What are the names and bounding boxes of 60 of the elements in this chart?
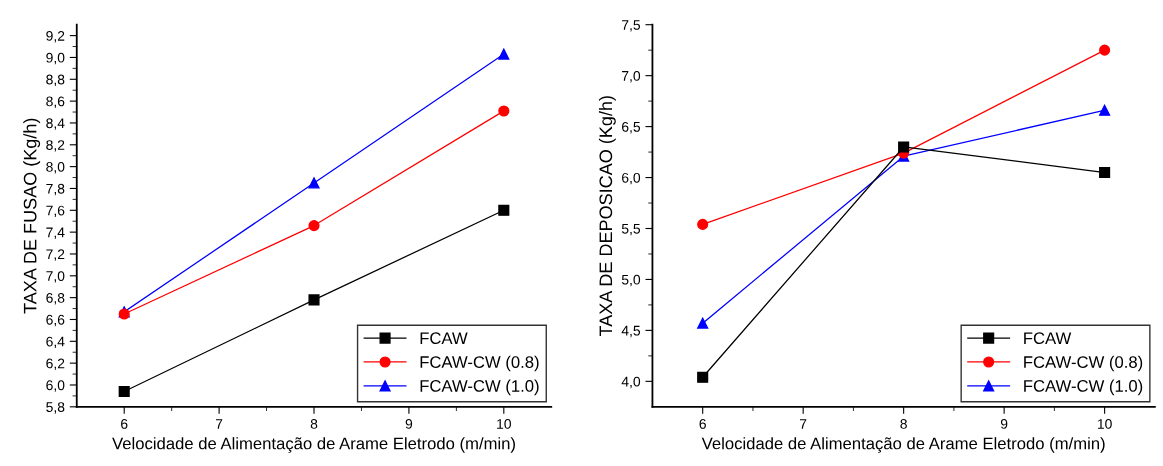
legend-label: FCAW-CW (0.8) — [1024, 355, 1143, 372]
point — [308, 294, 320, 306]
x-axis-title: Velocidade de Alimentação de Arame Eletrodo (m/min) — [701, 437, 1105, 453]
y-tick-label: 6,2 — [46, 358, 65, 370]
point — [697, 218, 709, 230]
x-tick-label: 8 — [900, 418, 907, 429]
y-tick-label: 6,0 — [622, 172, 641, 185]
point — [697, 371, 709, 383]
x-tick-label: 6 — [121, 418, 128, 429]
y-tick-label: 6,8 — [46, 292, 65, 305]
y-tick-label: 9,0 — [46, 52, 65, 65]
legend-label: FCAW — [420, 332, 468, 345]
y-tick-label: 8,8 — [46, 74, 65, 87]
point — [898, 141, 910, 153]
point — [498, 48, 510, 60]
point — [498, 204, 510, 216]
point — [1099, 44, 1111, 56]
x-axis-title: Velocidade de Alimentação de Arame Eletrodo (m/min) — [112, 437, 515, 453]
y-tick-label: 7,5 — [622, 20, 641, 32]
y-tick-label: 6,5 — [622, 121, 641, 134]
x-tick-label: 6 — [699, 418, 706, 429]
point — [308, 220, 320, 232]
point — [498, 105, 510, 117]
y-tick-label: 8,4 — [46, 118, 65, 130]
y-tick-label: 9,2 — [46, 30, 65, 43]
point — [308, 177, 320, 189]
x-tick-label: 8 — [310, 418, 318, 429]
y-tick-label: 4,5 — [621, 325, 641, 338]
legend-label: FCAW — [1024, 332, 1072, 345]
y-tick-label: 7,8 — [46, 183, 65, 196]
y-tick-label: 8,6 — [46, 96, 65, 108]
y-tick-label: 7,4 — [46, 227, 65, 239]
y-tick-label: 7,6 — [46, 205, 65, 218]
y-tick-label: 6,4 — [46, 336, 65, 349]
y-tick-label: 5,0 — [621, 274, 641, 287]
x-tick-label: 7 — [800, 419, 807, 429]
point — [1099, 104, 1111, 116]
point — [1099, 166, 1111, 179]
y-tick-label: 7,2 — [46, 249, 65, 261]
y-tick-label: 5,8 — [46, 402, 65, 414]
x-tick-label: 10 — [1097, 418, 1112, 429]
x-tick-label: 7 — [215, 419, 223, 429]
y-tick-label: 7,0 — [46, 271, 65, 283]
y-axis-title: TAXA DE DEPOSICAO (Kg/h) — [598, 96, 616, 337]
legend-label: FCAW-CW (1.0) — [1024, 379, 1143, 396]
y-tick-label: 8,2 — [46, 140, 65, 152]
legend-label: FCAW-CW (1.0) — [420, 379, 539, 396]
y-tick-label: 5,5 — [621, 223, 641, 236]
y-tick-label: 4,0 — [621, 376, 641, 389]
x-tick-label: 10 — [497, 418, 511, 429]
x-tick-label: 9 — [1000, 418, 1008, 429]
legend-label: FCAW-CW (0.8) — [420, 355, 539, 372]
y-axis-title: TAXA DE FUSAO (Kg/h) — [23, 118, 41, 314]
point — [118, 385, 130, 398]
y-tick-label: 6,6 — [46, 314, 65, 327]
y-tick-label: 6,0 — [46, 380, 65, 392]
x-tick-label: 9 — [405, 418, 413, 429]
point — [697, 317, 709, 329]
y-tick-label: 7,0 — [622, 70, 641, 83]
y-tick-label: 8,0 — [46, 161, 65, 174]
